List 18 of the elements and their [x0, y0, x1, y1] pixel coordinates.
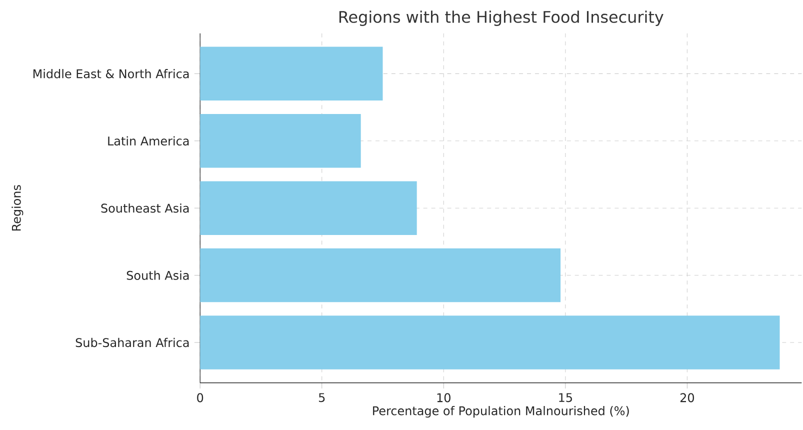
chart-title: Regions with the Highest Food Insecurity: [339, 10, 664, 26]
bar: [200, 316, 780, 370]
y-tick-label: South Asia: [126, 270, 189, 280]
bar: [200, 248, 561, 302]
x-axis-title: Percentage of Population Malnourished (%): [373, 406, 629, 418]
bar: [200, 114, 361, 168]
bar: [200, 47, 383, 101]
y-tick-label: Latin America: [108, 136, 189, 146]
x-tick-label: 5: [318, 393, 325, 402]
y-tick-label: Southeast Asia: [101, 204, 189, 213]
x-tick-label: 15: [559, 393, 572, 402]
x-tick-label: 10: [437, 393, 450, 402]
x-tick-label: 20: [680, 393, 694, 402]
y-tick-label: Middle East & North Africa: [33, 69, 189, 79]
bar: [200, 181, 417, 236]
y-axis-title: Regions: [12, 185, 24, 231]
x-tick-label: 0: [197, 393, 204, 402]
y-tick-label: Sub-Saharan Africa: [76, 338, 189, 348]
